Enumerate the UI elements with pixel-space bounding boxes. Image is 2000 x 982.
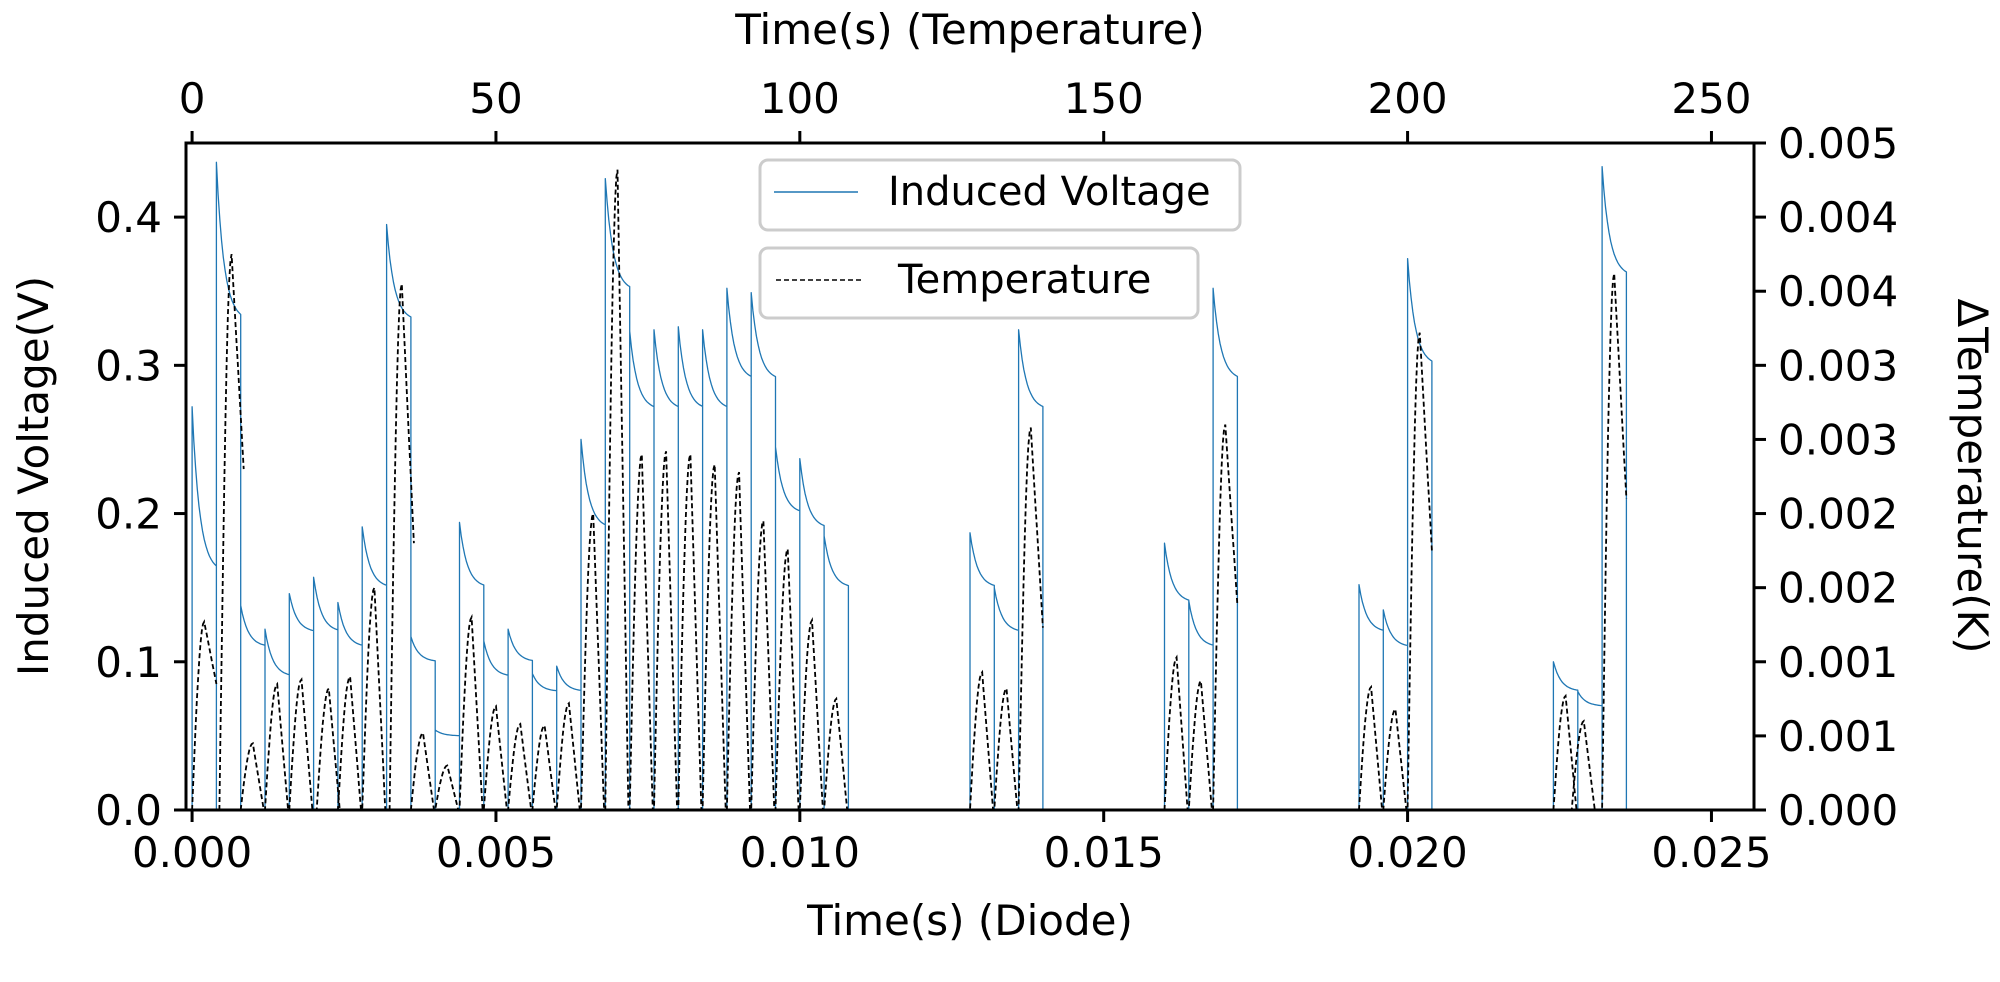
x-top-tick-label: 100 — [760, 74, 840, 123]
y-right-tick-label: 0.003 — [1778, 341, 1898, 390]
y-left-tick-label: 0.2 — [95, 490, 162, 539]
legend-box-temperature — [758, 246, 1200, 320]
x-top-tick-label: 150 — [1064, 74, 1144, 123]
y-right-tick-label: 0.005 — [1778, 119, 1898, 168]
x-bottom-tick-label: 0.010 — [740, 828, 860, 877]
x-bottom-tick-label: 0.020 — [1347, 828, 1467, 877]
legend-box-voltage — [758, 158, 1242, 232]
y-right-tick-label: 0.004 — [1778, 267, 1898, 316]
y-left-tick-label: 0.1 — [95, 638, 162, 687]
y-right-tick-label: 0.002 — [1778, 490, 1898, 539]
series-induced-voltage-line — [186, 161, 1742, 811]
x-top-tick-label: 200 — [1367, 74, 1447, 123]
x-bottom-tick-label: 0.005 — [436, 828, 556, 877]
y-right-tick-label: 0.000 — [1778, 786, 1898, 835]
plot-data-layer — [186, 161, 1742, 811]
x-top-tick-label: 50 — [469, 74, 522, 123]
y-right-tick-label: 0.003 — [1778, 415, 1898, 464]
x-bottom-tick-label: 0.000 — [132, 828, 252, 877]
series-temperature-line — [191, 169, 1742, 811]
y-left-tick-label: 0.3 — [95, 341, 162, 390]
y-left-axis-label: Induced Voltage(V) — [9, 276, 58, 676]
x-bottom-tick-label: 0.025 — [1651, 828, 1771, 877]
y-left-tick-label: 0.0 — [95, 786, 162, 835]
y-right-axis-label: ΔTemperature(K) — [1948, 298, 1997, 653]
y-right-tick-label: 0.001 — [1778, 638, 1898, 687]
legend-label-voltage: Induced Voltage — [888, 169, 1211, 215]
legend: Induced Voltage Temperature — [758, 158, 1242, 320]
x-top-axis-label: Time(s) (Temperature) — [734, 5, 1205, 54]
y-right-tick-label: 0.001 — [1778, 712, 1898, 761]
plot-frame — [184, 141, 1756, 812]
y-right-tick-label: 0.002 — [1778, 564, 1898, 613]
y-left-tick-label: 0.4 — [95, 193, 162, 242]
x-bottom-tick-label: 0.015 — [1044, 828, 1164, 877]
x-bottom-axis-label: Time(s) (Diode) — [806, 896, 1133, 945]
y-right-tick-label: 0.004 — [1778, 193, 1898, 242]
x-top-tick-label: 0 — [179, 74, 206, 123]
legend-label-temperature: Temperature — [897, 257, 1151, 303]
x-top-tick-label: 250 — [1671, 74, 1751, 123]
